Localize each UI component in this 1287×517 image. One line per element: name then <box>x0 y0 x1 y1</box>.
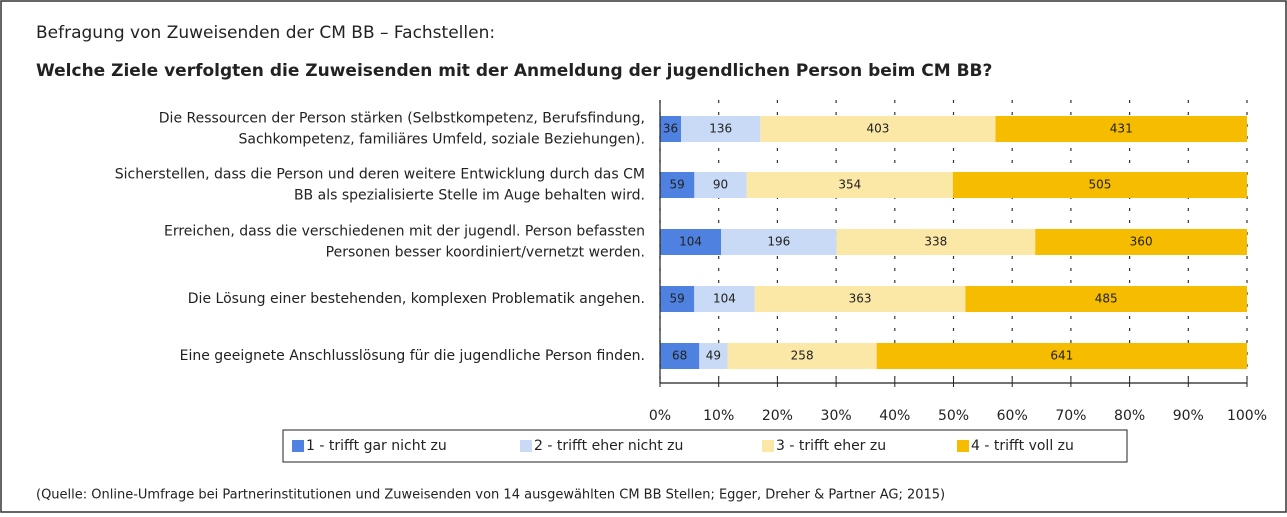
value-label: 505 <box>1089 178 1112 192</box>
bar-segment <box>952 172 1247 198</box>
page-title: Befragung von Zuweisenden der CM BB – Fa… <box>36 23 495 43</box>
bar-segment <box>995 116 1247 142</box>
bar-segment <box>660 286 695 312</box>
bar-segment <box>660 116 682 142</box>
x-tick-label: 50% <box>938 408 969 424</box>
value-label: 196 <box>767 235 790 249</box>
value-label: 258 <box>791 349 814 363</box>
bar-segment <box>760 116 996 142</box>
bar-segment <box>660 172 695 198</box>
bar-segment <box>965 286 1247 312</box>
x-tick-label: 100% <box>1227 408 1267 424</box>
legend-label: 2 - trifft eher nicht zu <box>534 438 683 454</box>
category-label: Die Lösung einer bestehenden, komplexen … <box>188 291 645 307</box>
x-tick-label: 60% <box>997 408 1028 424</box>
category-label: Sicherstellen, dass die Person und deren… <box>115 167 645 183</box>
legend-swatch <box>957 440 969 452</box>
value-label: 360 <box>1130 235 1153 249</box>
bar-segment <box>721 229 837 255</box>
bar-segment <box>660 229 722 255</box>
x-tick-label: 0% <box>649 408 671 424</box>
legend-swatch <box>292 440 304 452</box>
value-label: 338 <box>924 235 947 249</box>
value-label: 403 <box>866 122 889 136</box>
bar-segment <box>876 343 1247 369</box>
bar-segment <box>699 343 728 369</box>
bar-segment <box>660 343 700 369</box>
bar-segment <box>754 286 966 312</box>
category-label: Personen besser koordiniert/vernetzt wer… <box>326 245 645 261</box>
value-label: 59 <box>670 178 685 192</box>
x-tick-label: 80% <box>1114 408 1145 424</box>
legend-swatch <box>762 440 774 452</box>
value-label: 59 <box>669 292 684 306</box>
x-tick-label: 10% <box>703 408 734 424</box>
x-tick-label: 40% <box>879 408 910 424</box>
bar-segment <box>727 343 877 369</box>
value-label: 104 <box>713 292 736 306</box>
value-label: 68 <box>672 349 687 363</box>
value-label: 36 <box>663 122 678 136</box>
bar-segment <box>694 172 747 198</box>
x-tick-label: 20% <box>762 408 793 424</box>
value-label: 485 <box>1095 292 1118 306</box>
category-label: Eine geeignete Anschlusslösung für die j… <box>180 348 645 364</box>
source: (Quelle: Online-Umfrage bei Partnerinsti… <box>36 488 945 503</box>
value-label: 49 <box>706 349 721 363</box>
value-label: 136 <box>709 122 732 136</box>
bar-segment <box>746 172 953 198</box>
value-label: 641 <box>1050 349 1073 363</box>
category-label: Erreichen, dass die verschiedenen mit de… <box>164 224 645 240</box>
value-label: 354 <box>838 178 861 192</box>
category-label: Die Ressourcen der Person stärken (Selbs… <box>159 111 645 127</box>
legend-label: 3 - trifft eher zu <box>776 438 886 454</box>
value-label: 104 <box>679 235 702 249</box>
category-label: BB als spezialisierte Stelle im Auge beh… <box>294 188 645 204</box>
bar-segment <box>694 286 755 312</box>
bar-segment <box>1035 229 1247 255</box>
value-label: 363 <box>849 292 872 306</box>
legend-label: 1 - trifft gar nicht zu <box>306 438 447 454</box>
x-tick-label: 30% <box>821 408 852 424</box>
x-tick-label: 90% <box>1173 408 1204 424</box>
x-tick-label: 70% <box>1055 408 1086 424</box>
chart-title: Welche Ziele verfolgten die Zuweisenden … <box>36 61 992 81</box>
legend-swatch <box>520 440 532 452</box>
category-label: Sachkompetenz, familiäres Umfeld, sozial… <box>239 132 645 148</box>
bar-segment <box>681 116 761 142</box>
legend-box <box>282 429 1128 463</box>
value-label: 90 <box>713 178 728 192</box>
legend-label: 4 - trifft voll zu <box>971 438 1074 454</box>
bar-segment <box>836 229 1036 255</box>
value-label: 431 <box>1110 122 1133 136</box>
